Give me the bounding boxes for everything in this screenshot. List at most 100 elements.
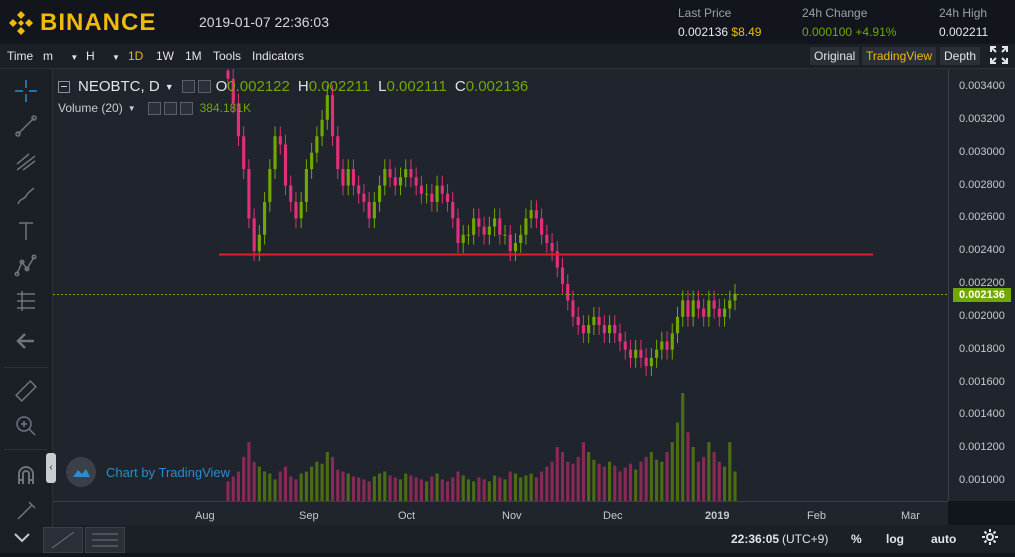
close-icon[interactable] <box>179 101 193 115</box>
open-value: 0.002122 <box>227 78 290 95</box>
fullscreen-icon[interactable] <box>986 46 1012 64</box>
price-tick: 0.002800 <box>959 178 1005 191</box>
volume-label[interactable]: Volume (20) <box>58 101 123 115</box>
hour-dropdown[interactable]: H ▼ <box>82 47 124 65</box>
candle-body <box>409 169 413 178</box>
trend-line-icon[interactable] <box>12 112 40 140</box>
binance-logo[interactable]: BINANCE <box>8 9 156 37</box>
collapse-panel-button[interactable]: ‹ <box>46 453 56 483</box>
minute-dropdown-label: m <box>43 49 53 63</box>
eye-icon[interactable] <box>197 80 211 93</box>
candle-body <box>404 169 408 178</box>
volume-bar <box>576 456 580 501</box>
chevron-down-icon[interactable] <box>8 524 36 552</box>
volume-bar <box>712 451 716 501</box>
depth-button[interactable]: Depth <box>940 47 981 65</box>
candle-body <box>503 234 507 236</box>
price-tick: 0.002600 <box>959 211 1005 224</box>
arrow-left-icon[interactable] <box>12 327 40 355</box>
low-label: L <box>378 78 387 95</box>
tradingview-watermark[interactable]: Chart by TradingView <box>66 457 230 487</box>
brush-icon[interactable] <box>12 182 40 210</box>
candle-body <box>310 152 314 170</box>
candle-body <box>649 357 653 367</box>
volume-bar <box>341 471 345 501</box>
candle-body <box>644 357 648 367</box>
volume-bar <box>655 459 659 501</box>
candle-body <box>435 185 439 202</box>
candle-body <box>419 185 423 194</box>
price-axis[interactable]: 0.003400 0.003200 0.003000 0.002800 0.002600… <box>948 69 1015 501</box>
bars-icon[interactable] <box>85 527 125 553</box>
candle-body <box>618 333 622 342</box>
candle-body <box>529 210 533 219</box>
symbol-name[interactable]: NEOBTC, D <box>78 78 160 95</box>
candle-body <box>707 300 711 317</box>
ruler-icon[interactable] <box>12 377 40 405</box>
crosshair-icon[interactable] <box>12 77 40 105</box>
lock-pencil-icon[interactable] <box>12 497 40 525</box>
candle-body <box>534 210 538 219</box>
interval-1d-button[interactable]: 1D <box>128 49 144 63</box>
interval-1m-button[interactable]: 1M <box>185 49 202 63</box>
minute-dropdown[interactable]: m ▼ <box>39 47 82 65</box>
volume-bar <box>409 475 413 501</box>
collapse-legend-icon[interactable] <box>58 80 70 93</box>
volume-bar <box>634 469 638 501</box>
timezone-button[interactable]: (UTC+9) <box>782 532 829 546</box>
settings-icon[interactable] <box>147 101 161 115</box>
candle-body <box>655 349 659 358</box>
chevron-down-icon[interactable]: ▼ <box>127 103 136 113</box>
tools-button[interactable]: Tools <box>213 49 242 63</box>
zoom-in-icon[interactable] <box>12 412 40 440</box>
divider <box>4 367 48 368</box>
eye-icon[interactable] <box>163 101 177 115</box>
price-chart[interactable] <box>53 60 948 501</box>
time-tick: 2019 <box>705 510 730 522</box>
volume-bar <box>686 432 690 501</box>
indicators-button[interactable]: Indicators <box>252 49 305 63</box>
volume-bar <box>466 479 471 501</box>
candle-body <box>508 234 512 252</box>
volume-bar <box>555 447 559 501</box>
settings-icon[interactable] <box>181 80 195 93</box>
pattern-icon[interactable] <box>12 252 40 280</box>
candle-body <box>425 193 429 195</box>
volume-bar <box>492 475 497 501</box>
candle-body <box>686 300 690 317</box>
candle-body <box>330 95 335 137</box>
price-tick: 0.001000 <box>959 474 1005 486</box>
chevron-down-icon[interactable]: ▼ <box>164 81 174 92</box>
chart-pane[interactable] <box>53 60 948 501</box>
volume-bar <box>628 463 633 501</box>
trend-line-icon[interactable] <box>43 527 83 553</box>
candle-body <box>487 226 491 235</box>
candle-body <box>357 185 361 194</box>
volume-bar <box>330 456 335 501</box>
percent-scale-button[interactable]: % <box>851 532 862 546</box>
high-label: 24h High <box>939 6 988 20</box>
bottom-bar: 22:36:05 (UTC+9) % log auto <box>43 525 1015 553</box>
original-view-button[interactable]: Original <box>810 47 860 65</box>
tradingview-button[interactable]: TradingView <box>862 47 937 65</box>
gear-icon[interactable] <box>982 529 998 548</box>
volume-bar <box>660 461 664 501</box>
interval-1w-button[interactable]: 1W <box>156 49 174 63</box>
magnet-icon[interactable] <box>12 462 40 490</box>
time-axis[interactable]: Aug Sep Oct Nov Dec 2019 Feb Mar <box>53 501 948 526</box>
candle-body <box>362 193 366 202</box>
log-scale-button[interactable]: log <box>886 532 904 546</box>
pitchfork-icon[interactable] <box>12 147 40 175</box>
volume-bar <box>357 477 361 501</box>
auto-scale-button[interactable]: auto <box>931 532 957 546</box>
chevron-down-icon: ▼ <box>112 53 120 62</box>
volume-bar <box>472 481 476 501</box>
time-tick: Feb <box>807 510 826 522</box>
volume-bar <box>513 473 518 501</box>
volume-bar <box>336 469 340 501</box>
prediction-icon[interactable] <box>12 287 40 315</box>
text-tool-icon[interactable] <box>12 217 40 245</box>
high-stat: 24h High 0.002211 <box>939 6 988 39</box>
candle-body <box>445 193 450 202</box>
volume-bar <box>419 479 423 501</box>
